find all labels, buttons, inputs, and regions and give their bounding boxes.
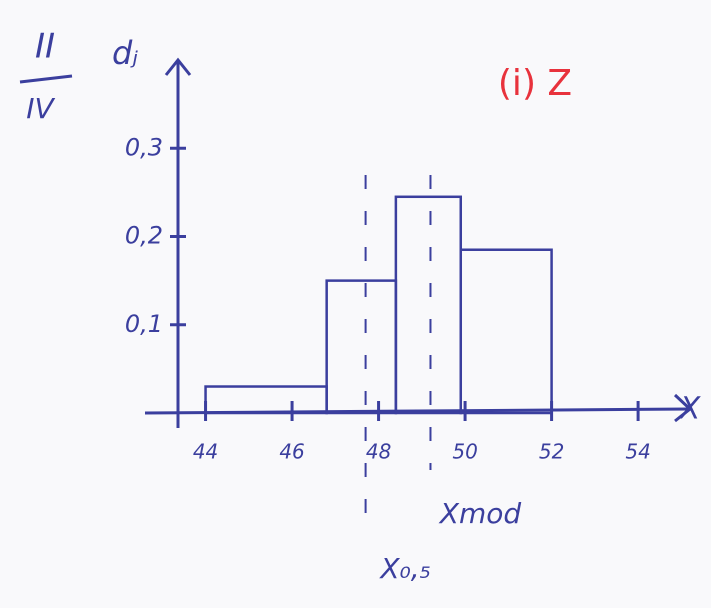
x-tick-label: 46	[279, 440, 304, 464]
x-tick-label: 52	[539, 440, 564, 464]
chart-title: (i) Z	[498, 63, 572, 104]
annotation-label: X₀,₅	[378, 552, 431, 585]
y-tick-label: 0,2	[125, 222, 163, 250]
y-axis-label: dⱼ	[112, 34, 138, 72]
x-tick-label: 44	[193, 440, 218, 464]
corner-label-bottom: IV	[26, 92, 55, 125]
x-tick-label: 48	[366, 440, 391, 464]
y-tick-label: 0,1	[125, 310, 163, 338]
paper	[0, 0, 711, 608]
corner-label-top: II	[35, 27, 55, 67]
x-tick-label: 54	[625, 440, 650, 464]
y-tick-label: 0,3	[125, 133, 163, 161]
x-tick-label: 50	[452, 440, 477, 464]
annotation-label: Xmod	[438, 497, 522, 530]
chart: II IV dⱼ (i) Z X 0,10,20,3444648505254X₀…	[0, 0, 711, 608]
